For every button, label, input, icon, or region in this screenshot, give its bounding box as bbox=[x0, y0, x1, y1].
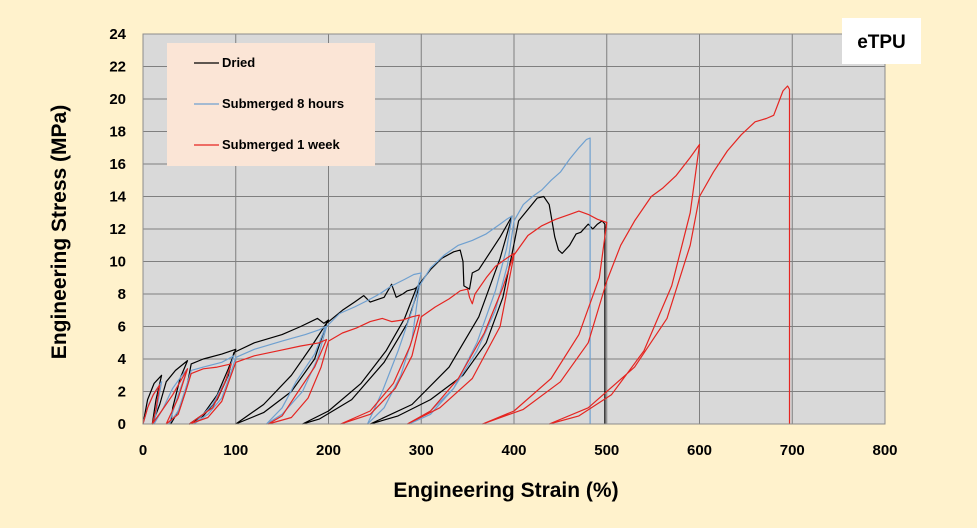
legend-label: Submerged 8 hours bbox=[222, 96, 344, 111]
legend: Dried Submerged 8 hours Submerged 1 week bbox=[167, 43, 375, 166]
y-tick-label: 12 bbox=[109, 221, 126, 238]
x-tick-labels: 0 100 200 300 400 500 600 700 800 bbox=[139, 442, 898, 459]
y-tick-label: 22 bbox=[109, 59, 126, 76]
y-tick-label: 16 bbox=[109, 156, 126, 173]
y-tick-label: 8 bbox=[118, 286, 126, 303]
y-tick-label: 4 bbox=[118, 351, 127, 368]
series-line-2 bbox=[142, 85, 791, 425]
y-tick-label: 24 bbox=[109, 26, 126, 43]
x-tick-label: 400 bbox=[501, 442, 526, 459]
x-axis-title: Engineering Strain (%) bbox=[393, 479, 618, 502]
series-layer bbox=[142, 85, 791, 425]
series-line-1 bbox=[142, 137, 591, 425]
y-tick-label: 2 bbox=[118, 384, 126, 401]
badge-label: eTPU bbox=[857, 32, 906, 53]
x-tick-label: 800 bbox=[872, 442, 897, 459]
x-tick-label: 300 bbox=[409, 442, 434, 459]
y-tick-label: 10 bbox=[109, 254, 126, 271]
x-tick-label: 200 bbox=[316, 442, 341, 459]
x-tick-label: 500 bbox=[594, 442, 619, 459]
legend-label: Submerged 1 week bbox=[222, 137, 341, 152]
legend-label: Dried bbox=[222, 55, 255, 70]
x-tick-label: 100 bbox=[223, 442, 248, 459]
badge-box bbox=[842, 18, 921, 64]
y-tick-label: 0 bbox=[118, 416, 126, 433]
plot-border bbox=[142, 33, 886, 425]
y-tick-label: 20 bbox=[109, 91, 126, 108]
x-tick-label: 700 bbox=[780, 442, 805, 459]
x-tick-label: 0 bbox=[139, 442, 147, 459]
series-line-0 bbox=[142, 195, 606, 425]
y-tick-label: 6 bbox=[118, 319, 126, 336]
y-axis-title: Engineering Stress (MPa) bbox=[48, 105, 71, 359]
x-tick-label: 600 bbox=[687, 442, 712, 459]
y-tick-label: 18 bbox=[109, 124, 126, 141]
y-tick-label: 14 bbox=[109, 189, 126, 206]
badge: eTPU bbox=[842, 18, 921, 64]
